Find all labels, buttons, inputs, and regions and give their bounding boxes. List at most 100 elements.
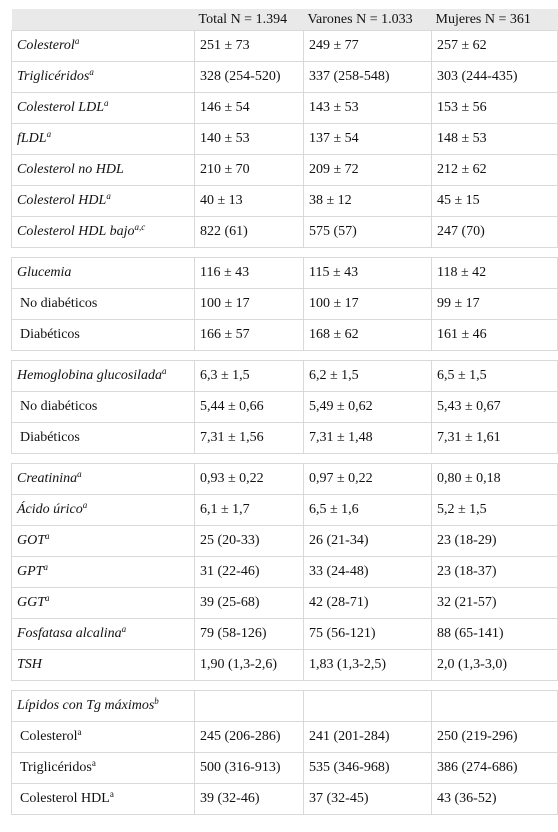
varones-value-cell: 115 ± 43 [303,257,432,289]
row-label: No diabéticos [20,399,98,414]
table-row: GOTa 25 (20-33) 26 (21-34) 23 (18-29) [11,525,558,557]
row-label-cell: Fosfatasa alcalinaa [11,618,195,650]
footnote-marker: a [104,98,109,108]
mujeres-value-cell [431,690,558,722]
table-row: Colesterola 245 (206-286) 241 (201-284) 250… [11,721,558,753]
varones-value-cell: 37 (32-45) [303,783,432,815]
table-row: Triglicéridosa 328 (254-520) 337 (258-548)… [11,61,558,93]
mujeres-value-cell: 5,43 ± 0,67 [431,391,558,423]
row-label: Colesterol LDL [17,100,104,115]
table-row: Triglicéridosa 500 (316-913) 535 (346-968)… [11,752,558,784]
table-row: No diabéticos 100 ± 17 100 ± 17 99 ± 17 [11,288,558,320]
total-value-cell: 500 (316-913) [194,752,304,784]
varones-value-cell: 6,2 ± 1,5 [303,360,432,392]
varones-value-cell: 38 ± 12 [303,185,432,217]
total-value-cell: 251 ± 73 [194,30,304,62]
mujeres-value-cell: 6,5 ± 1,5 [431,360,558,392]
row-label: GPT [17,564,44,579]
footnote-marker: a [82,500,88,510]
table-row: Hemoglobina glucosiladaa 6,3 ± 1,5 6,2 ± 1… [11,360,558,392]
spacer-row [11,680,558,691]
table-row: Colesterola 251 ± 73 249 ± 77 257 ± 62 [11,30,558,62]
row-label: Glucemia [17,265,72,280]
varones-value-cell: 168 ± 62 [303,319,432,351]
row-label-cell: Diabéticos [11,319,195,351]
row-label-cell: GOTa [11,525,195,557]
mujeres-value-cell: 7,31 ± 1,61 [431,422,558,454]
row-label: Colesterol no HDL [17,162,124,177]
footnote-marker: a [162,366,167,376]
row-label-cell: Colesterola [11,721,195,753]
lab-values-table: Total N = 1.394 Varones N = 1.033 Mujere… [11,9,558,815]
table-row: Ácido úricoa 6,1 ± 1,7 6,5 ± 1,6 5,2 ± 1,5 [11,494,558,526]
total-value-cell: 116 ± 43 [194,257,304,289]
row-label: Creatinina [17,471,78,486]
total-value-cell: 25 (20-33) [194,525,304,557]
row-label: Colesterol HDL [17,193,107,208]
row-label: Diabéticos [20,430,80,445]
footnote-marker: a [91,758,96,768]
varones-value-cell: 26 (21-34) [303,525,432,557]
row-label: GOT [17,533,46,548]
row-label-cell: Lípidos con Tg máximosb [11,690,195,722]
table-row: Colesterol no HDL 210 ± 70 209 ± 72 212 ± 6… [11,154,558,186]
table-row: fLDLa 140 ± 53 137 ± 54 148 ± 53 [11,123,558,155]
row-label: fLDL [17,131,47,146]
row-label: Diabéticos [20,327,80,342]
mujeres-value-cell: 23 (18-29) [431,525,558,557]
mujeres-value-cell: 303 (244-435) [431,61,558,93]
table-row: Diabéticos 7,31 ± 1,56 7,31 ± 1,48 7,31 ± 1… [11,422,558,454]
table-body: Colesterola 251 ± 73 249 ± 77 257 ± 62 Trigl… [11,30,558,815]
table-row: GPTa 31 (22-46) 33 (24-48) 23 (18-37) [11,556,558,588]
mujeres-value-cell: 148 ± 53 [431,123,558,155]
spacer-cell [11,680,558,691]
total-value-cell: 31 (22-46) [194,556,304,588]
footnote-marker: a [109,789,114,799]
varones-value-cell: 143 ± 53 [303,92,432,124]
footnote-marker: b [154,696,159,706]
footnote-marker: a [77,469,82,479]
varones-value-cell: 0,97 ± 0,22 [303,463,432,495]
mujeres-value-cell: 386 (274-686) [431,752,558,784]
row-label: Hemoglobina glucosilada [17,368,163,383]
row-label-cell: Colesterol HDLa [11,783,195,815]
varones-value-cell: 137 ± 54 [303,123,432,155]
row-label: TSH [17,657,42,672]
table-row: Fosfatasa alcalinaa 79 (58-126) 75 (56-121… [11,618,558,650]
varones-value-cell: 249 ± 77 [303,30,432,62]
table-header: Total N = 1.394 Varones N = 1.033 Mujere… [11,9,558,31]
varones-value-cell: 535 (346-968) [303,752,432,784]
spacer-row [11,247,558,258]
table-row: GGTa 39 (25-68) 42 (28-71) 32 (21-57) [11,587,558,619]
table-row: Colesterol HDLa 40 ± 13 38 ± 12 45 ± 15 [11,185,558,217]
table-row: Diabéticos 166 ± 57 168 ± 62 161 ± 46 [11,319,558,351]
row-label: Triglicéridos [17,69,90,84]
total-value-cell: 210 ± 70 [194,154,304,186]
row-label: Colesterol [20,729,78,744]
total-value-cell: 140 ± 53 [194,123,304,155]
table-row: Lípidos con Tg máximosb [11,690,558,722]
mujeres-value-cell: 5,2 ± 1,5 [431,494,558,526]
table-row: TSH 1,90 (1,3-2,6) 1,83 (1,3-2,5) 2,0 (1,3-… [11,649,558,681]
spacer-cell [11,247,558,258]
footnote-marker: a [74,36,80,46]
mujeres-value-cell: 99 ± 17 [431,288,558,320]
total-value-cell: 79 (58-126) [194,618,304,650]
row-label-cell: Hemoglobina glucosiladaa [11,360,195,392]
varones-value-cell: 575 (57) [303,216,432,248]
spacer-row [11,350,558,361]
total-value-cell: 7,31 ± 1,56 [194,422,304,454]
mujeres-value-cell: 161 ± 46 [431,319,558,351]
row-label: Colesterol [17,38,75,53]
footnote-marker: a [45,531,50,541]
total-value-cell [194,690,304,722]
spacer-cell [11,453,558,464]
row-label-cell: Colesterola [11,30,195,62]
row-label-cell: Ácido úricoa [11,494,195,526]
row-label-cell: No diabéticos [11,391,195,423]
header-row: Total N = 1.394 Varones N = 1.033 Mujere… [11,9,558,31]
total-value-cell: 0,93 ± 0,22 [194,463,304,495]
row-label-cell: Colesterol LDLa [11,92,195,124]
spacer-row [11,453,558,464]
total-value-cell: 6,1 ± 1,7 [194,494,304,526]
